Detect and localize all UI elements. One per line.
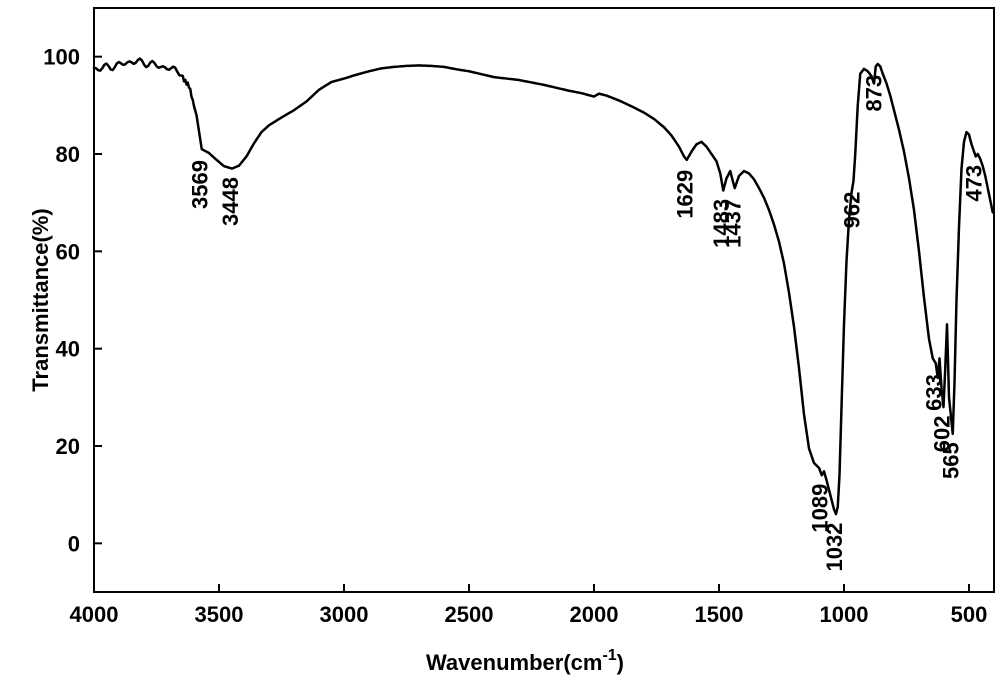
peak-label: 873: [862, 75, 887, 112]
x-tick-label: 3000: [320, 602, 369, 627]
peak-annotations: 3569344816291483143710891032962873633602…: [188, 75, 987, 572]
x-tick-label: 1500: [695, 602, 744, 627]
y-tick-label: 40: [56, 337, 80, 362]
x-tick-label: 500: [951, 602, 988, 627]
x-tick-label: 4000: [70, 602, 119, 627]
y-tick-label: 100: [43, 45, 80, 70]
peak-label: 633: [922, 374, 947, 411]
peak-label: 1032: [822, 523, 847, 572]
peak-label: 962: [839, 192, 864, 229]
peak-label: 3448: [218, 177, 243, 226]
spectrum-line: [94, 59, 993, 515]
peak-label: 565: [939, 442, 964, 479]
x-axis-title-main: Wavenumber(cm: [426, 650, 602, 675]
x-axis-title-superscript: -1: [602, 647, 616, 664]
x-axis-title: Wavenumber(cm-1): [426, 647, 624, 675]
y-tick-label: 20: [56, 434, 80, 459]
x-tick-label: 2500: [445, 602, 494, 627]
peak-label: 1437: [721, 199, 746, 248]
y-tick-label: 0: [68, 531, 80, 556]
x-tick-label: 3500: [195, 602, 244, 627]
x-tick-label: 1000: [820, 602, 869, 627]
y-tick-label: 60: [56, 239, 80, 264]
x-tick-label: 2000: [570, 602, 619, 627]
peak-label: 3569: [188, 160, 213, 209]
y-axis-title: Transmittance(%): [28, 208, 53, 391]
peak-label: 473: [962, 165, 987, 202]
y-tick-label: 80: [56, 142, 80, 167]
x-axis-title-close: ): [617, 650, 624, 675]
peak-label: 1629: [673, 170, 698, 219]
